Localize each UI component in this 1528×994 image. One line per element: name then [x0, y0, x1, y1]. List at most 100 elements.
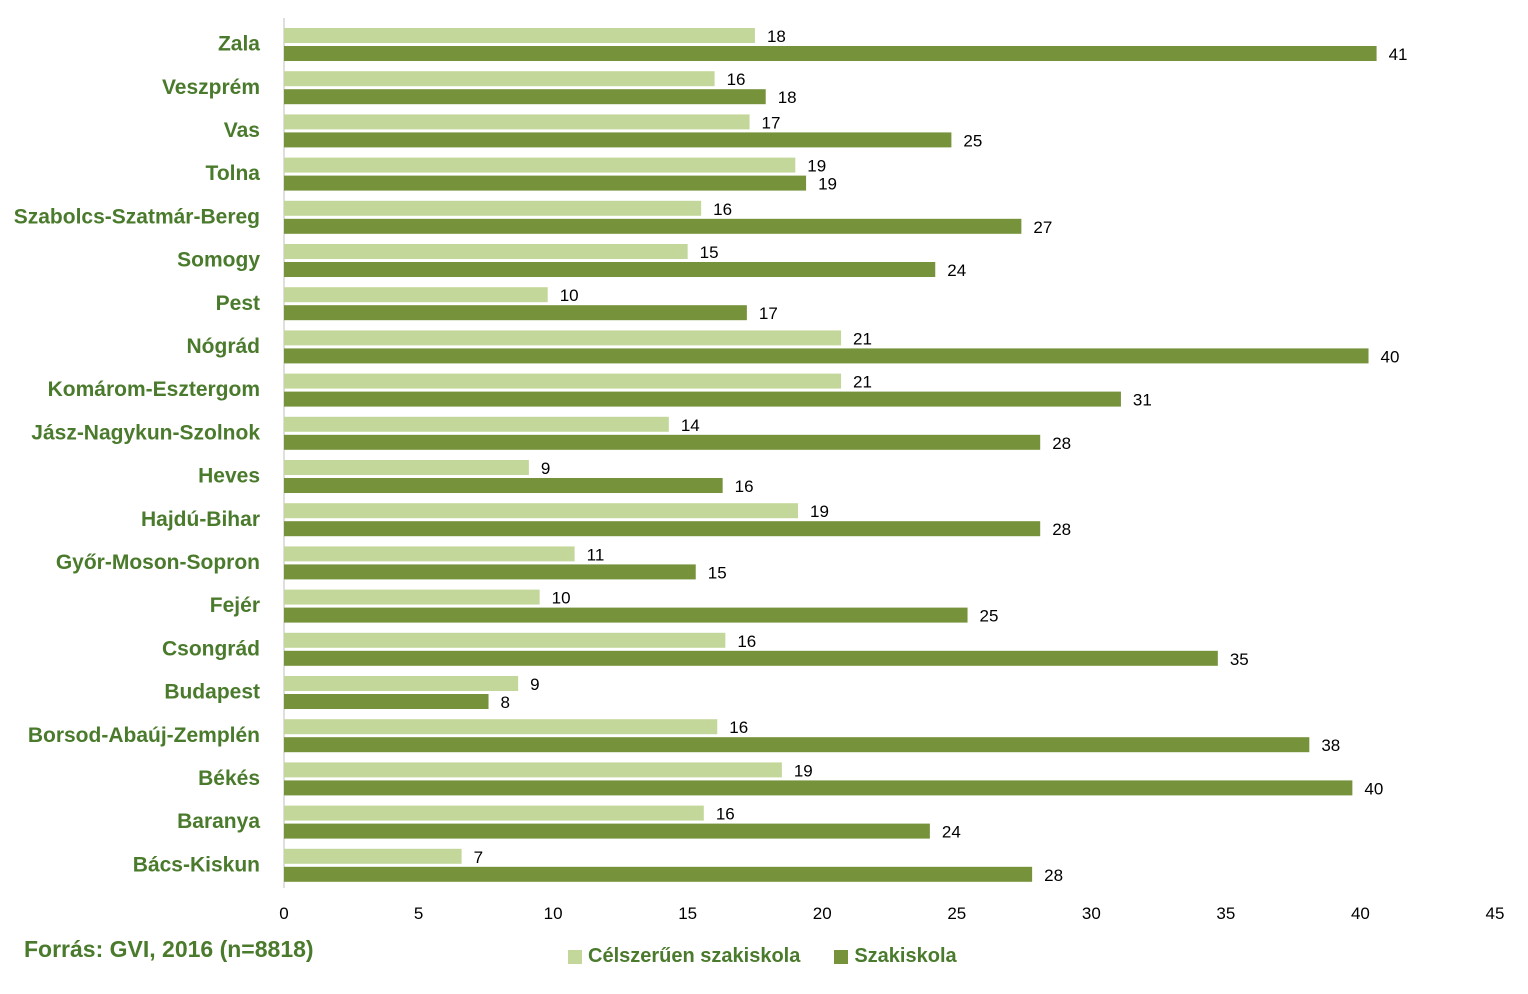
- category-label: Vas: [224, 119, 260, 142]
- bar-szakiskola: [284, 262, 936, 277]
- bar-szakiskola: [284, 46, 1377, 61]
- data-label-celszeruen: 11: [587, 545, 605, 564]
- legend-swatch-dark: [834, 949, 849, 964]
- bar-celszeruen: [284, 589, 540, 605]
- bar-celszeruen: [284, 200, 702, 216]
- category-label: Zala: [218, 33, 260, 56]
- bar-szakiskola: [284, 391, 1121, 407]
- x-tick-label: 0: [279, 904, 288, 923]
- data-label-szakiskola: 25: [980, 607, 999, 626]
- x-tick-label: 25: [947, 904, 966, 923]
- data-label-szakiskola: 28: [1044, 866, 1063, 885]
- x-tick-label: 40: [1351, 904, 1370, 923]
- data-label-celszeruen: 9: [530, 675, 539, 694]
- bar-celszeruen: [284, 676, 519, 691]
- data-label-celszeruen: 15: [700, 243, 719, 262]
- bar-szakiskola: [284, 175, 807, 191]
- category-label: Fejér: [210, 594, 260, 617]
- legend-item-celszeruen: Célszerűen szakiskola: [568, 945, 800, 968]
- data-label-szakiskola: 35: [1230, 650, 1249, 669]
- bar-celszeruen: [284, 114, 750, 130]
- data-label-celszeruen: 16: [713, 200, 732, 219]
- category-label: Szabolcs-Szatmár-Bereg: [14, 205, 260, 228]
- data-label-celszeruen: 19: [794, 761, 813, 780]
- data-label-szakiskola: 24: [947, 261, 966, 280]
- bar-szakiskola: [284, 434, 1041, 450]
- data-label-celszeruen: 17: [762, 113, 781, 132]
- legend-label-celszeruen: Célszerűen szakiskola: [588, 945, 801, 967]
- x-tick-label: 35: [1216, 904, 1235, 923]
- category-label: Csongrád: [162, 637, 260, 660]
- category-label: Budapest: [164, 681, 260, 704]
- category-label: Győr-Moson-Sopron: [56, 551, 260, 574]
- bar-szakiskola: [284, 650, 1218, 666]
- data-label-szakiskola: 15: [708, 563, 727, 582]
- bar-szakiskola: [284, 348, 1369, 364]
- data-label-celszeruen: 10: [560, 286, 579, 305]
- bar-celszeruen: [284, 503, 799, 519]
- data-label-celszeruen: 7: [474, 848, 483, 867]
- data-label-celszeruen: 9: [541, 459, 550, 478]
- bar-celszeruen: [284, 330, 842, 346]
- data-label-celszeruen: 18: [767, 27, 786, 46]
- category-label: Borsod-Abaúj-Zemplén: [28, 724, 260, 747]
- legend-swatch-light: [568, 949, 582, 964]
- bar-szakiskola: [284, 866, 1033, 882]
- x-tick-label: 20: [813, 904, 832, 923]
- data-label-celszeruen: 16: [716, 805, 735, 824]
- data-label-szakiskola: 28: [1052, 520, 1071, 539]
- bar-celszeruen: [284, 28, 755, 43]
- category-label: Hajdú-Bihar: [141, 508, 260, 531]
- category-label: Jász-Nagykun-Szolnok: [31, 421, 260, 444]
- category-label: Bács-Kiskun: [133, 853, 260, 876]
- data-label-szakiskola: 28: [1052, 434, 1071, 453]
- category-label: Somogy: [177, 249, 260, 272]
- category-label: Pest: [216, 292, 260, 315]
- bar-szakiskola: [284, 694, 489, 709]
- bar-szakiskola: [284, 823, 930, 839]
- bar-celszeruen: [284, 244, 688, 259]
- x-tick-label: 30: [1082, 904, 1101, 923]
- data-label-szakiskola: 40: [1381, 347, 1400, 366]
- category-label: Baranya: [177, 810, 260, 833]
- bar-celszeruen: [284, 287, 548, 303]
- bar-szakiskola: [284, 521, 1041, 537]
- category-label: Veszprém: [162, 76, 260, 99]
- data-label-celszeruen: 10: [552, 589, 571, 608]
- data-label-szakiskola: 19: [818, 175, 837, 194]
- x-tick-label: 45: [1486, 904, 1505, 923]
- bar-chart: Zala 18 41 Veszprém 16 18 Vas 17 25 Tolna 19 19 Szab…: [14, 18, 1505, 923]
- source-note: Forrás: GVI, 2016 (n=8818): [24, 936, 314, 962]
- data-label-celszeruen: 16: [729, 718, 748, 737]
- category-label: Tolna: [206, 162, 261, 185]
- bar-szakiskola: [284, 218, 1022, 234]
- data-label-celszeruen: 21: [853, 329, 872, 348]
- bar-celszeruen: [284, 373, 842, 389]
- bar-szakiskola: [284, 478, 723, 493]
- data-label-celszeruen: 16: [727, 70, 746, 89]
- bar-szakiskola: [284, 607, 968, 623]
- bar-szakiskola: [284, 780, 1353, 796]
- data-label-szakiskola: 17: [759, 304, 778, 323]
- data-label-szakiskola: 38: [1321, 736, 1340, 755]
- data-label-celszeruen: 16: [737, 632, 756, 651]
- bar-celszeruen: [284, 848, 462, 864]
- bar-szakiskola: [284, 305, 747, 321]
- data-label-celszeruen: 14: [681, 416, 700, 435]
- bar-celszeruen: [284, 762, 782, 778]
- data-label-szakiskola: 40: [1364, 779, 1383, 798]
- data-label-szakiskola: 27: [1033, 218, 1052, 237]
- category-label: Komárom-Esztergom: [48, 378, 260, 401]
- data-label-szakiskola: 18: [778, 88, 797, 107]
- data-label-szakiskola: 41: [1389, 45, 1408, 64]
- x-tick-label: 5: [414, 904, 423, 923]
- bar-celszeruen: [284, 157, 796, 173]
- data-label-szakiskola: 25: [963, 131, 982, 150]
- data-label-celszeruen: 19: [810, 502, 829, 521]
- bar-celszeruen: [284, 632, 726, 648]
- data-label-szakiskola: 31: [1133, 391, 1152, 410]
- data-label-szakiskola: 8: [501, 693, 510, 712]
- category-label: Heves: [198, 465, 260, 488]
- data-label-szakiskola: 16: [735, 477, 754, 496]
- bar-celszeruen: [284, 805, 704, 821]
